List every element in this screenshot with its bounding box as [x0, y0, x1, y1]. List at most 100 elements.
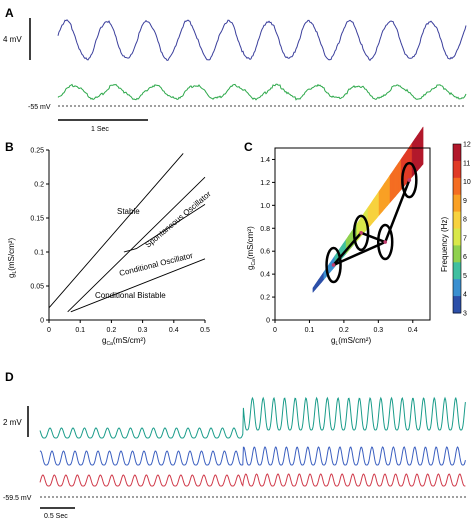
panel-b-xlabel: gCa(mS/cm²)	[102, 336, 146, 347]
panel-c-heat-cell	[320, 270, 325, 284]
panel-c-y-tick-label: 0.4	[260, 272, 270, 279]
panel-c-heat-cell	[329, 258, 333, 274]
panel-c-frame	[274, 147, 431, 321]
panel-c-colorbar-cell	[453, 245, 461, 263]
panel-a-baseline-label: -55 mV	[28, 104, 51, 111]
panel-c-letter: C	[244, 140, 253, 154]
panel-c-heatmap	[312, 126, 424, 294]
panel-c-colorbar-cell	[453, 194, 461, 213]
panel-c-heat-cell	[373, 194, 377, 223]
panel-c-colorbar-tick-label: 7	[463, 235, 467, 242]
panel-c-colorbar-frame	[452, 143, 462, 314]
panel-c-axes: 0 0.1 0.2 0.3 0.4 0 0.2 0.4 0.6 0.8 1.0 1.2 1.4	[260, 147, 431, 334]
panel-b-boundary-1	[67, 176, 206, 313]
panel-b-curves	[48, 153, 206, 313]
panel-c-colorbar-tick-label: 10	[463, 179, 471, 186]
panel-a-scale-label: 4 mV	[3, 35, 22, 44]
panel-a-blue-trace	[57, 19, 467, 62]
panel-b-y-tick-label: 0	[40, 318, 44, 325]
panel-c-x-tick-label: 0	[273, 327, 277, 334]
panel-c-arrow	[384, 179, 411, 243]
panel-d-blue-trace	[39, 446, 466, 466]
panel-b-x-tick-label: 0.1	[75, 327, 85, 334]
panel-c-colorbar-cell	[453, 262, 461, 280]
panel-a-green-trace	[57, 83, 467, 101]
panel-c-heat-cell	[384, 178, 388, 210]
region-conditional-oscillator: Conditional Oscillator	[118, 251, 194, 278]
region-conditional-bistable: Conditional Bistable	[95, 291, 166, 300]
panel-a-letter: A	[5, 6, 14, 20]
panel-c-heat-cell	[398, 158, 402, 194]
panel-c-heat-cell	[420, 126, 424, 169]
panel-c-colorbar-cell	[453, 279, 461, 297]
panel-d-teal-trace	[39, 396, 466, 439]
panel-c-colorbar-tick-label: 5	[463, 273, 467, 280]
panel-c-point	[383, 240, 388, 244]
region-spontaneous: Spontaneous Oscillator	[144, 189, 213, 249]
panel-c-heat-cell	[318, 275, 322, 287]
panel-c-y-tick-label: 1.2	[260, 180, 270, 187]
panel-c-y-tick-label: 0.6	[260, 249, 270, 256]
panel-c-colorbar-tick-label: 3	[463, 311, 467, 318]
panel-c-y-tick-label: 0.2	[260, 295, 270, 302]
panel-d-time-label: 0.5 Sec	[44, 513, 68, 520]
panel-c: C 0 0.1 0.2 0.3 0.4 0 0.2 0.4 0.6 0.8 1.0 1.2 1.4 12…	[244, 126, 471, 347]
panel-c-point-ellipse	[376, 223, 394, 261]
panel-c-heat-cell	[381, 182, 385, 213]
panel-c-colorbar-cell	[453, 144, 461, 162]
panel-d-letter: D	[5, 370, 14, 384]
panel-b-letter: B	[5, 140, 14, 154]
panel-c-heat-cell	[376, 190, 380, 220]
panel-c-heat-cell	[392, 166, 396, 201]
panel-c-point-ellipse	[325, 246, 342, 284]
panel-c-heat-cell	[315, 278, 319, 290]
panel-c-y-tick-label: 1.0	[260, 203, 270, 210]
panel-b-y-tick-label: 0.05	[30, 284, 44, 291]
region-stable: Stable	[117, 207, 140, 216]
panel-c-heat-cell	[417, 130, 421, 172]
panel-c-point	[359, 231, 363, 235]
panel-b-axes: 0 0.1 0.2 0.3 0.4 0.5 0 0.05 0.1 0.15 0.2 0.25	[30, 148, 210, 335]
panel-d-red-trace	[39, 473, 466, 487]
panel-b-x-tick-label: 0.2	[107, 327, 117, 334]
panel-b-boundary-2	[123, 204, 206, 253]
panel-c-arrow	[333, 240, 386, 267]
panel-b-x-tick-label: 0.5	[200, 327, 210, 334]
panel-c-colorbar-tick-label: 6	[463, 254, 467, 261]
panel-c-heat-cell	[389, 170, 394, 204]
panel-c-colorbar-tick-label: 8	[463, 217, 467, 224]
panel-c-y-tick-label: 0	[266, 318, 270, 325]
panel-c-arrow	[332, 232, 363, 266]
panel-c-colorbar-cell	[453, 177, 461, 196]
panel-c-x-tick-label: 0.4	[408, 327, 418, 334]
panel-c-x-tick-label: 0.2	[339, 327, 349, 334]
panel-c-point-ellipse	[401, 161, 418, 199]
panel-c-arrow	[360, 231, 386, 244]
panel-c-colorbar-cell	[453, 296, 461, 314]
panel-c-highlighted-points	[325, 161, 418, 284]
panel-b-y-tick-label: 0.15	[30, 216, 44, 223]
panel-c-colorbar-cell	[453, 228, 461, 246]
panel-c-heat-cell	[362, 210, 366, 236]
panel-b-boundary-0	[48, 153, 184, 309]
panel-c-point	[407, 178, 412, 182]
panel-c-heat-cell	[378, 186, 383, 217]
panel-b-y-tick-label: 0.1	[34, 250, 44, 257]
panel-b: B 0 0.1 0.2 0.3 0.4 0.5 0 0.05 0.1 0.15 0.2 0.25 St…	[5, 140, 213, 347]
panel-b-ylabel: gL(mS/cm²)	[7, 238, 18, 278]
panel-b-x-tick-label: 0.3	[138, 327, 148, 334]
panel-c-y-tick-label: 0.8	[260, 226, 270, 233]
panel-c-colorbar-label: Frequency (Hz)	[440, 217, 449, 272]
panel-c-x-tick-label: 0.3	[373, 327, 383, 334]
panel-c-colorbar-tick-label: 9	[463, 198, 467, 205]
panel-b-boundary-3	[70, 258, 206, 313]
panel-b-x-tick-label: 0.4	[169, 327, 179, 334]
panel-b-x-tick-label: 0	[47, 327, 51, 334]
panel-c-x-tick-label: 0.1	[305, 327, 315, 334]
panel-c-colorbar-tick-label: 11	[463, 160, 470, 167]
panel-c-colorbar-cell	[453, 160, 461, 179]
panel-c-heat-cell	[387, 174, 391, 207]
panel-d-scale-label: 2 mV	[3, 418, 22, 427]
panel-a-time-label: 1 Sec	[91, 126, 109, 133]
panel-c-colorbar-tick-label: 4	[463, 292, 467, 299]
